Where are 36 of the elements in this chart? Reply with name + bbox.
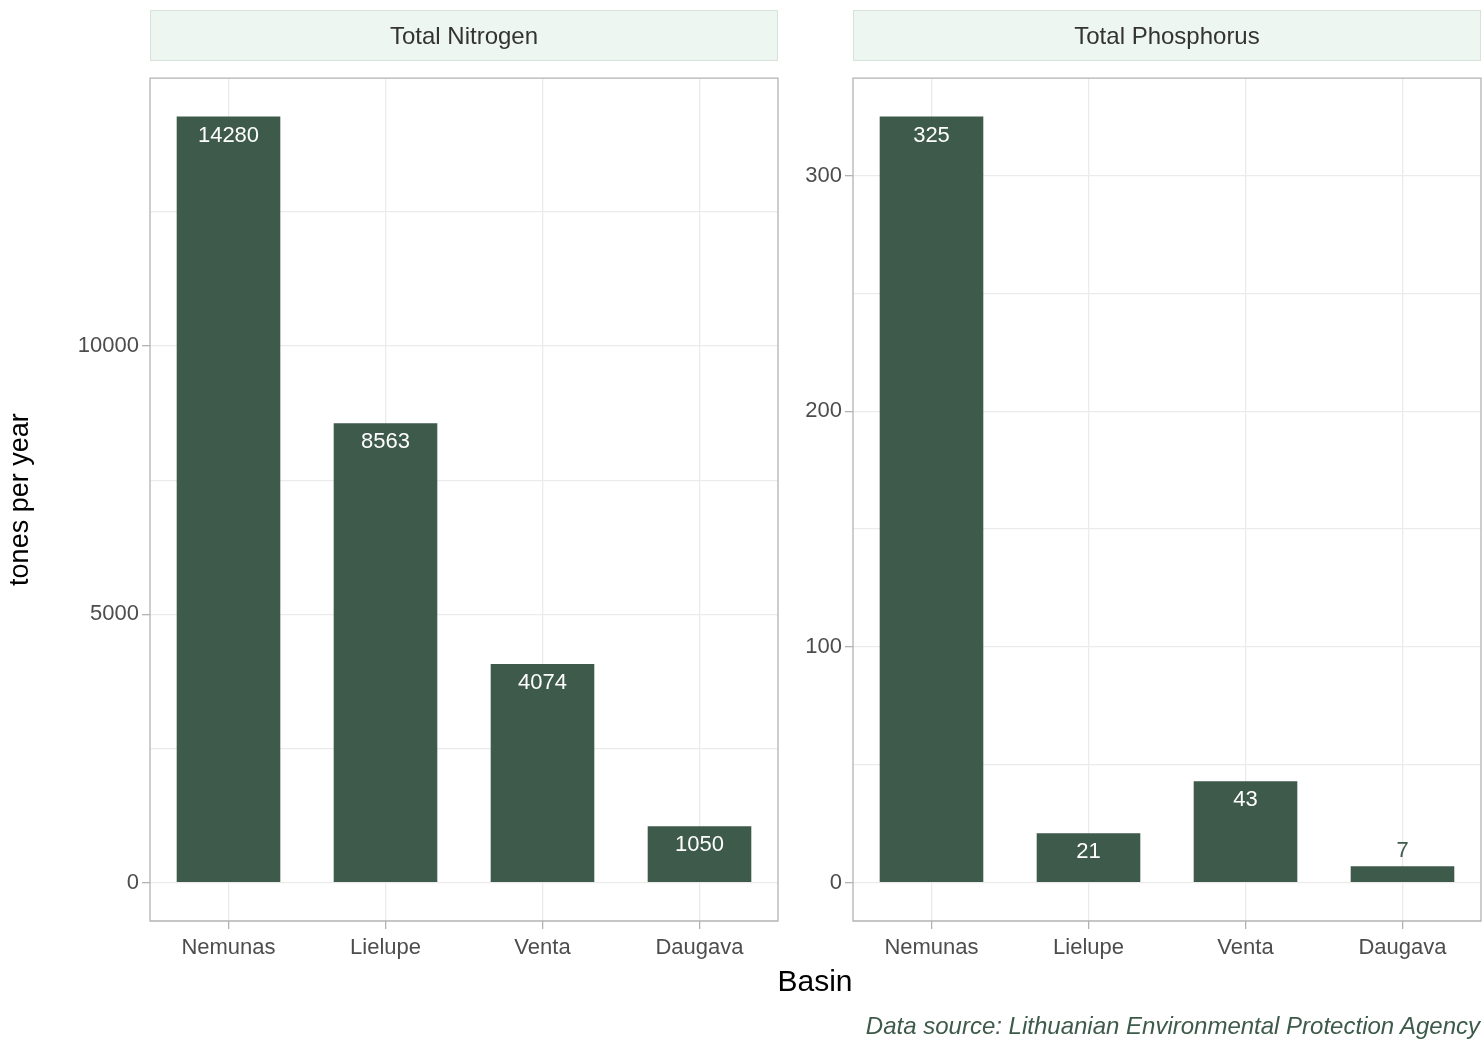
- x-tick-label: Venta: [514, 934, 572, 960]
- y-tick-label: 5000: [90, 600, 139, 626]
- x-tick-label: Daugava: [655, 934, 745, 960]
- x-tick-label: Nemunas: [181, 934, 276, 960]
- data-label: 21: [1076, 838, 1101, 864]
- x-tick-label: Daugava: [1358, 934, 1448, 960]
- source-note: Data source: Lithuanian Environmental Protection Agency: [865, 1012, 1480, 1040]
- bar: [1036, 833, 1141, 883]
- data-label: 43: [1233, 786, 1258, 812]
- bar: [490, 664, 595, 883]
- y-tick-label: 200: [805, 397, 842, 423]
- bar: [1350, 866, 1455, 883]
- data-label: 8563: [361, 428, 410, 454]
- y-tick-label: 10000: [77, 332, 139, 358]
- x-tick-label: Lielupe: [1053, 934, 1124, 960]
- data-label: 7: [1396, 837, 1409, 863]
- chart-title: Total Nitrogen: [150, 10, 778, 61]
- bar: [879, 116, 984, 883]
- y-tick-label: 0: [829, 868, 842, 894]
- data-label: 1050: [675, 831, 724, 857]
- y-tick-label: 300: [805, 161, 842, 187]
- x-tick-label: Lielupe: [350, 934, 421, 960]
- x-tick-label: Venta: [1217, 934, 1275, 960]
- bar: [647, 826, 752, 883]
- y-axis-title: tones per year: [3, 413, 34, 586]
- bar: [176, 116, 281, 883]
- y-tick-label: 0: [126, 868, 139, 894]
- chart-title: Total Phosphorus: [853, 10, 1481, 61]
- bar: [333, 423, 438, 883]
- x-tick-label: Nemunas: [884, 934, 979, 960]
- data-label: 14280: [197, 121, 260, 147]
- bar: [1193, 781, 1298, 883]
- y-tick-label: 100: [805, 633, 842, 659]
- data-label: 325: [913, 121, 950, 147]
- data-label: 4074: [518, 669, 567, 695]
- x-axis-title: Basin: [776, 964, 854, 998]
